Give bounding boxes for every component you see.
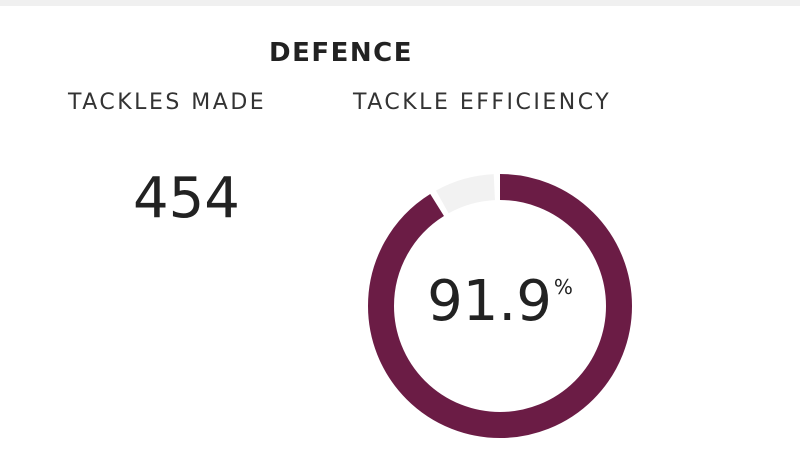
tackle-efficiency-value: 91.9% — [367, 269, 633, 334]
tackle-efficiency-label: TACKLE EFFICIENCY — [353, 90, 612, 115]
section-title: DEFENCE — [269, 38, 413, 68]
donut-chart — [368, 174, 632, 438]
efficiency-unit: % — [553, 275, 573, 299]
defence-stats-card: DEFENCE TACKLES MADE TACKLE EFFICIENCY 4… — [0, 6, 800, 461]
tackles-made-value: 454 — [133, 166, 240, 231]
top-divider — [0, 0, 800, 6]
efficiency-number: 91.9 — [427, 269, 552, 334]
donut-fill-segment — [368, 174, 632, 438]
tackles-made-label: TACKLES MADE — [68, 90, 267, 115]
tackle-efficiency-donut: 91.9% — [367, 173, 633, 439]
